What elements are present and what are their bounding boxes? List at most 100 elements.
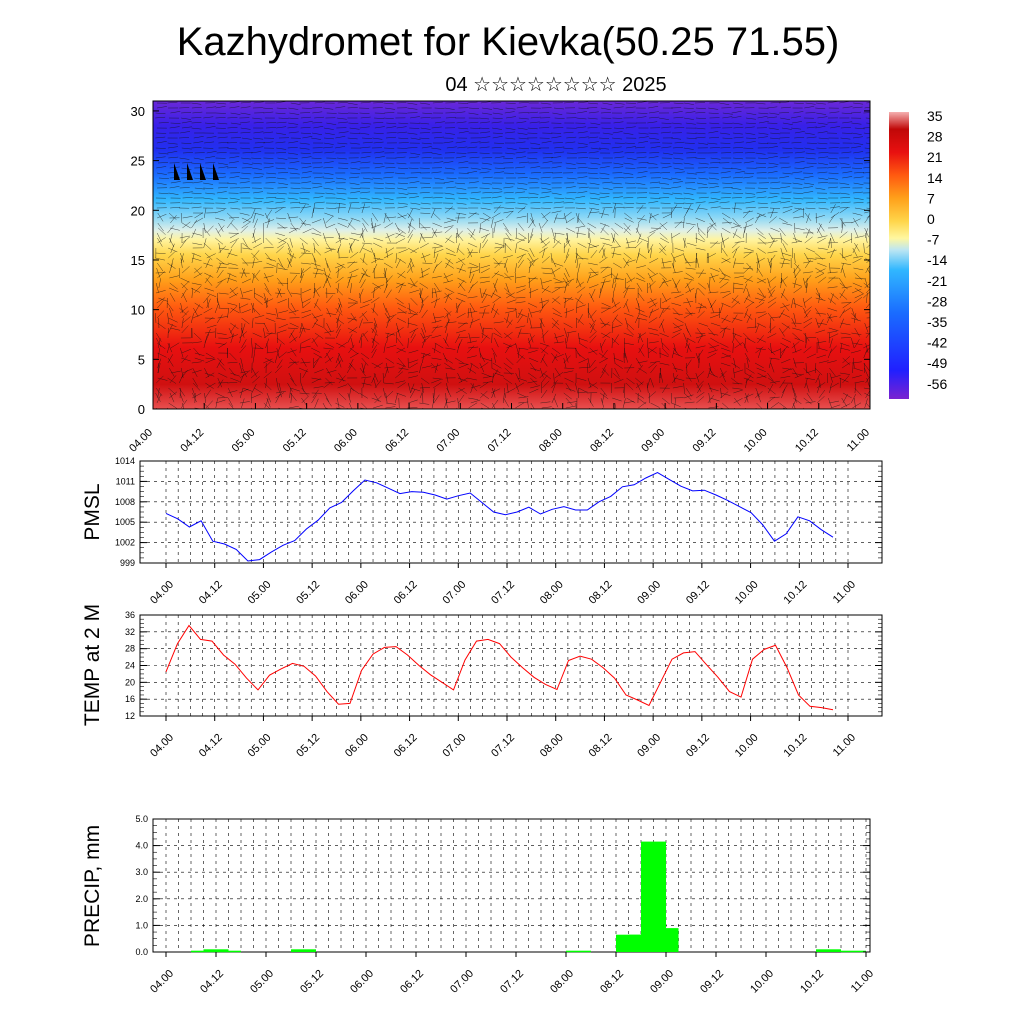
wind-barb (599, 342, 603, 353)
wind-barb (612, 372, 621, 380)
wind-barb (612, 137, 623, 140)
wind-barb (518, 117, 529, 120)
wind-barb (205, 156, 216, 159)
wind-barb (397, 270, 406, 279)
wind-barb (419, 137, 430, 140)
wind-barb (586, 227, 595, 235)
x-tick-label: 06.12 (392, 732, 420, 760)
wind-barb (374, 117, 385, 119)
wind-barb (383, 262, 393, 269)
wind-barb (589, 245, 599, 249)
wind-barb (215, 209, 225, 214)
wind-barb (662, 213, 672, 219)
wind-barb (456, 121, 467, 124)
wind-barb (864, 214, 870, 224)
wind-barb (612, 297, 617, 308)
wind-barb (770, 201, 781, 204)
wind-barb (287, 242, 292, 253)
wind-barb (252, 201, 263, 204)
wind-barb (551, 227, 555, 238)
wind-barb (683, 192, 694, 195)
wind-barb (362, 299, 373, 304)
wind-barb (634, 313, 640, 324)
wind-barb (673, 116, 684, 119)
wind-barb (408, 375, 419, 379)
wind-barb (155, 252, 166, 254)
wind-barb (359, 132, 370, 135)
wind-barb (490, 303, 495, 314)
wind-barb (817, 322, 828, 325)
wind-barb (361, 376, 372, 379)
wind-barb (863, 172, 870, 174)
wind-barb (505, 282, 510, 293)
wind-barb (779, 156, 790, 159)
wind-barb (431, 347, 441, 354)
wind-barb (696, 122, 707, 124)
wind-barb (589, 335, 597, 344)
wind-barb (817, 162, 828, 165)
wind-barb (325, 342, 335, 348)
wind-barb (815, 215, 825, 219)
wind-barb (445, 400, 456, 404)
wind-barb (638, 401, 647, 409)
wind-barb (768, 216, 777, 224)
wind-barb (518, 401, 529, 404)
wind-flag-mark (200, 163, 206, 180)
wind-barb (672, 362, 678, 373)
wind-barb (710, 397, 720, 402)
wind-barb (335, 324, 342, 334)
wind-barb (562, 277, 570, 287)
x-tick-label: 04.00 (148, 968, 176, 996)
wind-barb (706, 228, 709, 239)
wind-barb (479, 390, 488, 399)
wind-barb (361, 151, 372, 154)
wind-barb (179, 157, 190, 160)
wind-barb (539, 317, 545, 327)
wind-barb (769, 112, 780, 115)
wind-barb (590, 249, 598, 259)
wind-barb (275, 141, 286, 144)
wind-barb (528, 372, 537, 379)
wind-barb (336, 117, 347, 120)
wind-barb (349, 362, 357, 371)
wind-barb (626, 364, 632, 374)
wind-barb (577, 142, 588, 145)
wind-barb (312, 272, 323, 275)
wind-barb (347, 261, 358, 264)
wind-barb (866, 325, 870, 329)
wind-barb (482, 328, 484, 339)
wind-barb (866, 317, 870, 319)
wind-barb (731, 116, 742, 119)
wind-barb (658, 117, 669, 120)
wind-barb (732, 228, 738, 239)
wind-barb (564, 309, 574, 314)
x-tick-label: 09.00 (648, 968, 676, 996)
wind-barb (359, 304, 370, 309)
wind-barb (349, 402, 353, 409)
wind-barb (613, 352, 616, 363)
y-tick-label: 999 (120, 558, 135, 568)
wind-barb (444, 226, 453, 234)
wind-barb (397, 214, 407, 219)
wind-barb (757, 116, 768, 119)
wind-barb (515, 307, 518, 318)
wind-barb (300, 372, 302, 383)
wind-barb (494, 272, 504, 277)
wind-barb (780, 201, 791, 204)
wind-barb (530, 116, 541, 119)
wind-barb (590, 197, 601, 200)
wind-barb (720, 391, 729, 399)
wind-barb (553, 213, 558, 224)
wind-barb (157, 338, 161, 349)
x-tick-label: 07.00 (440, 732, 468, 760)
wind-barb (242, 247, 253, 250)
wind-barb (179, 392, 184, 403)
wind-barb (612, 397, 622, 402)
wind-barb (359, 311, 368, 319)
wind-barb (182, 216, 193, 219)
wind-barb (384, 366, 395, 369)
wind-barb (805, 401, 816, 404)
wind-barb (599, 212, 609, 216)
wind-barb (373, 187, 384, 189)
wind-barb (395, 253, 398, 264)
